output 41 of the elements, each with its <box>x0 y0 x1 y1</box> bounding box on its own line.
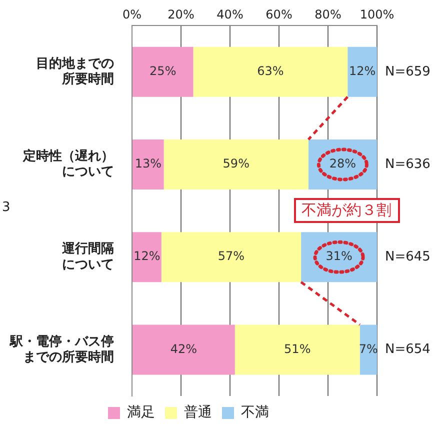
data-label: 51% <box>284 342 311 356</box>
data-label: 12% <box>348 64 376 78</box>
data-label: 25% <box>150 64 176 78</box>
bar <box>348 46 377 97</box>
data-label: 59% <box>222 156 250 171</box>
y-tick-label: 定時性（遅れ）について <box>22 148 114 180</box>
x-tick-label: 60% <box>266 8 292 22</box>
legend-label: 不満 <box>241 404 269 421</box>
x-tick-label: 80% <box>314 8 342 22</box>
data-label: 31% <box>326 249 352 264</box>
bar <box>132 232 162 282</box>
bar <box>161 232 302 282</box>
bar <box>301 232 377 282</box>
text: 3 <box>2 200 10 215</box>
text: N=654 <box>385 342 430 358</box>
data-label: 42% <box>170 342 198 356</box>
x-tick-label: 40% <box>216 8 244 22</box>
bar <box>132 324 235 375</box>
legend-label: 普通 <box>184 404 212 421</box>
bar <box>193 46 348 97</box>
x-tick-label: 20% <box>168 8 194 22</box>
bar <box>132 140 164 190</box>
data-label: 57% <box>218 249 245 264</box>
bar <box>164 140 308 190</box>
x-tick-label: 0% <box>122 8 142 22</box>
y-tick-label: 運行間隔について <box>61 242 114 272</box>
bar <box>308 140 377 190</box>
bar <box>234 324 360 375</box>
text: N=636 <box>385 156 430 172</box>
text: N=645 <box>385 249 430 264</box>
y-tick-label: 駅・電停・バス停までの所要時間 <box>9 334 114 365</box>
x-tick-label: 100% <box>360 8 394 22</box>
annotation: 不満が約３割 <box>294 198 400 223</box>
data-label: 13% <box>134 156 162 171</box>
legend-label: 満足 <box>127 404 155 421</box>
data-label: 28% <box>329 156 356 171</box>
text: N=659 <box>385 64 430 80</box>
bar <box>132 46 194 97</box>
data-label: 12% <box>134 249 160 264</box>
y-tick-label: 目的地までの所要時間 <box>36 56 114 88</box>
data-label: 63% <box>257 64 284 78</box>
